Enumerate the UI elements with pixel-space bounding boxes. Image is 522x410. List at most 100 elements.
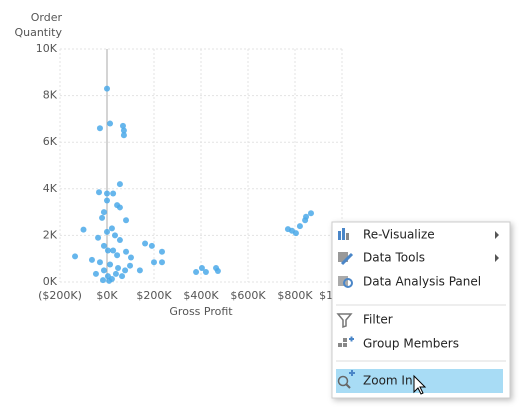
point [136,267,143,274]
menu-panel [331,221,511,399]
point [119,273,126,280]
menu-item[interactable]: Re-Visualize [338,228,499,242]
point [214,268,221,275]
submenu-arrow [495,231,499,239]
point [80,226,87,233]
point [114,252,121,259]
icon [336,313,353,329]
point [303,213,310,220]
cursor [413,374,427,395]
point [112,270,119,277]
icon [343,338,347,342]
context-menu: Re-Visualize Data Tools Data Analysis Pane… [331,221,511,399]
point [92,270,99,277]
point [104,228,110,235]
point [110,247,117,254]
point [198,265,205,272]
point [120,127,127,134]
menu-item-label: Data Tools [363,251,425,265]
x-tick-label: $0K [96,289,118,302]
point [107,120,114,127]
menu-item[interactable]: Data Tools [338,251,499,266]
point [148,242,155,249]
menu-item-label: Filter [363,313,393,327]
icon [349,336,354,342]
point [193,268,200,275]
menu-item-label: Data Analysis Panel [363,275,481,289]
icon [346,233,349,240]
point [104,247,111,254]
point [88,256,95,263]
point [100,267,107,274]
point [115,265,122,272]
point [106,277,113,284]
y-tick-label: 4K [43,182,58,195]
point [123,248,130,255]
y-tick-label: 8K [43,89,58,102]
icon [338,276,348,286]
icon [343,343,347,347]
point [296,223,303,230]
icon [340,252,354,266]
y-tick-label: 2K [43,228,58,241]
x-tick-label: $800K [277,289,313,302]
x-tick-label: ($200K) [38,289,82,302]
point [127,262,134,269]
point [122,267,129,274]
point [142,240,149,247]
point [108,225,115,232]
submenu-arrow [495,254,499,262]
point [202,268,209,275]
point [120,132,127,139]
menu-item-label: Zoom In [363,374,413,388]
icon [349,370,355,376]
point [100,277,107,284]
x-tick-label: $200K [136,289,172,302]
icon [345,383,351,389]
point [96,125,103,132]
point [116,237,123,244]
x-tick-label: $400K [183,289,219,302]
menu-item-label: Group Members [363,337,459,351]
point [95,234,102,241]
point [158,259,165,266]
point [158,248,165,255]
point [96,189,103,196]
menu-item[interactable]: Filter [336,313,393,329]
point [151,259,157,266]
plot: 0K 2K 4K 6K 8K 10K ($200K) $0K $200K $400K $600K $8… [36,42,366,302]
x-axis-label: Gross Profit [169,305,233,318]
point [104,85,110,92]
point [100,209,107,216]
point [111,232,118,239]
point [116,181,123,188]
point [292,230,299,237]
menu-item[interactable]: Group Members [338,336,459,351]
y-tick-label: 0K [43,275,58,288]
icon [338,343,342,347]
icon [338,252,348,262]
y-tick-label: 10K [36,42,58,55]
point [107,261,114,268]
point [99,214,106,221]
point [116,204,123,211]
point [104,197,110,204]
icon [343,278,353,288]
point [127,254,134,261]
x-tick-label: $600K [230,289,266,302]
point [119,122,126,129]
point [72,253,79,260]
icon [342,228,345,240]
y-axis-label: Order Quantity [14,11,62,39]
point [123,217,130,224]
point [100,242,107,249]
icon [337,375,349,387]
icon [338,231,341,240]
point [110,190,117,197]
menu-item[interactable]: Data Analysis Panel [338,275,481,289]
y-tick-label: 6K [43,135,58,148]
menu-item-label: Re-Visualize [363,228,435,242]
point [104,190,110,197]
